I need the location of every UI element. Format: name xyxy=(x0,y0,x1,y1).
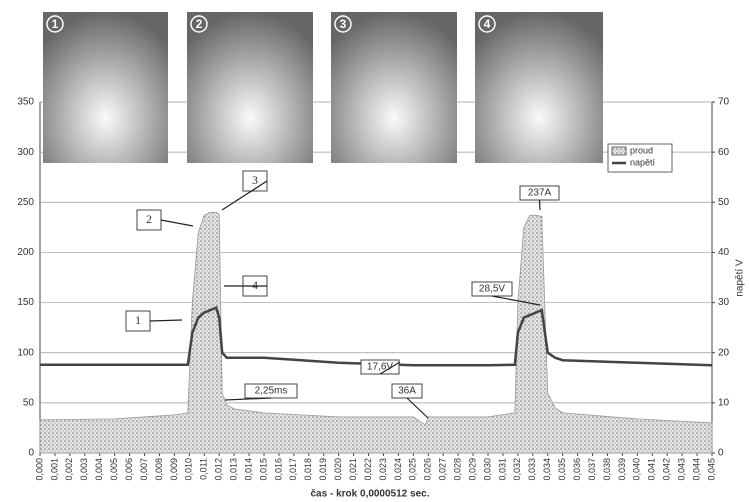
x-tick-label: 0,037 xyxy=(587,458,597,481)
x-tick-label: 0,005 xyxy=(109,458,119,481)
annotation-arrow xyxy=(491,295,541,306)
photo xyxy=(331,12,457,163)
x-tick-label: 0,015 xyxy=(258,458,268,481)
y-tick-label: 50 xyxy=(23,397,35,408)
y-tick-label: 100 xyxy=(17,347,34,358)
x-tick-label: 0,036 xyxy=(572,458,582,481)
y2-tick-label: 60 xyxy=(718,147,730,158)
y2-tick-label: 50 xyxy=(718,197,730,208)
x-tick-label: 0,016 xyxy=(273,458,283,481)
x-tick-label: 0,019 xyxy=(318,458,328,481)
photo-label: 4 xyxy=(484,17,491,31)
annotation-arrow xyxy=(406,397,429,419)
legend-swatch xyxy=(611,146,627,156)
x-tick-label: 0,001 xyxy=(49,458,59,481)
x-tick-label: 0,041 xyxy=(647,458,657,481)
annotation: 36A xyxy=(398,386,416,397)
x-tick-label: 0,043 xyxy=(677,458,687,481)
x-tick-label: 0,028 xyxy=(453,458,463,481)
x-tick-label: 0,012 xyxy=(214,458,224,481)
x-tick-label: 0,042 xyxy=(662,458,672,481)
photo-badge xyxy=(46,15,64,33)
photo-badge xyxy=(334,15,352,33)
x-tick-label: 0,034 xyxy=(542,458,552,481)
photo-label: 2 xyxy=(196,17,203,31)
x-tick-label: 0,007 xyxy=(139,458,149,481)
x-tick-label: 0,024 xyxy=(393,458,403,481)
photo-badge xyxy=(478,15,496,33)
annotation-arrow xyxy=(221,180,268,211)
annotation-arrow xyxy=(149,319,183,322)
x-tick-label: 0,035 xyxy=(557,458,567,481)
x-tick-label: 0,029 xyxy=(467,458,477,481)
x-tick-label: 0,018 xyxy=(303,458,313,481)
x-axis-label: čas - krok 0,0000512 sec. xyxy=(311,489,430,500)
photo-label: 3 xyxy=(340,17,347,31)
x-tick-label: 0,006 xyxy=(124,458,134,481)
legend-label: napětí xyxy=(630,157,656,167)
x-tick-label: 0,027 xyxy=(438,458,448,481)
x-tick-label: 0,044 xyxy=(691,458,701,481)
y2-tick-label: 0 xyxy=(718,448,724,459)
y2-tick-label: 10 xyxy=(718,397,730,408)
y-tick-label: 250 xyxy=(17,197,34,208)
y2-axis-label: napětí V xyxy=(735,259,746,297)
annotation: 17,6V xyxy=(367,362,393,373)
annotation-arrow xyxy=(224,397,272,401)
x-tick-label: 0,020 xyxy=(333,458,343,481)
x-tick-label: 0,011 xyxy=(199,458,209,480)
photo-badge xyxy=(190,15,208,33)
annotation: 28,5V xyxy=(479,284,505,295)
x-tick-label: 0,025 xyxy=(408,458,418,481)
x-tick-label: 0,031 xyxy=(497,458,507,481)
x-tick-label: 0,045 xyxy=(706,458,716,481)
x-tick-label: 0,032 xyxy=(512,458,522,481)
x-tick-label: 0,009 xyxy=(169,458,179,481)
annotation: 1 xyxy=(135,313,141,327)
annotation-arrow xyxy=(379,361,401,375)
annotation: 2 xyxy=(146,212,152,226)
annotation: 4 xyxy=(252,278,258,292)
photo xyxy=(475,12,603,163)
x-tick-label: 0,030 xyxy=(482,458,492,481)
legend-label: proud xyxy=(630,145,653,155)
annotation: 2,25ms xyxy=(255,386,288,397)
x-tick-label: 0,002 xyxy=(64,458,74,481)
x-tick-label: 0,003 xyxy=(79,458,89,481)
x-tick-label: 0,004 xyxy=(94,458,104,481)
y2-tick-label: 40 xyxy=(718,247,730,258)
x-tick-label: 0,023 xyxy=(378,458,388,481)
x-tick-label: 0,017 xyxy=(288,458,298,481)
x-tick-label: 0,021 xyxy=(348,458,358,481)
x-tick-label: 0,013 xyxy=(229,458,239,481)
annotation-arrow xyxy=(538,199,541,211)
y-tick-label: 300 xyxy=(17,147,34,158)
annotation: 237A xyxy=(528,188,552,199)
x-tick-label: 0,008 xyxy=(154,458,164,481)
x-tick-label: 0,022 xyxy=(363,458,373,481)
x-tick-label: 0,000 xyxy=(34,458,44,481)
x-tick-label: 0,026 xyxy=(423,458,433,481)
y2-tick-label: 20 xyxy=(718,347,730,358)
photo xyxy=(43,12,168,163)
y-tick-label: 350 xyxy=(17,97,34,108)
y2-tick-label: 30 xyxy=(718,297,730,308)
y2-tick-label: 70 xyxy=(718,97,730,108)
y-tick-label: 0 xyxy=(28,448,34,459)
x-tick-label: 0,014 xyxy=(243,458,253,481)
y-tick-label: 150 xyxy=(17,297,34,308)
x-tick-label: 0,010 xyxy=(184,458,194,481)
x-tick-label: 0,033 xyxy=(527,458,537,481)
photo-label: 1 xyxy=(52,17,59,31)
x-tick-label: 0,039 xyxy=(617,458,627,481)
current-area xyxy=(39,211,713,454)
x-tick-label: 0,040 xyxy=(632,458,642,481)
annotation-arrow xyxy=(160,219,194,227)
y-tick-label: 200 xyxy=(17,247,34,258)
x-tick-label: 0,038 xyxy=(602,458,612,481)
annotation: 3 xyxy=(252,173,258,187)
photo xyxy=(187,12,313,163)
